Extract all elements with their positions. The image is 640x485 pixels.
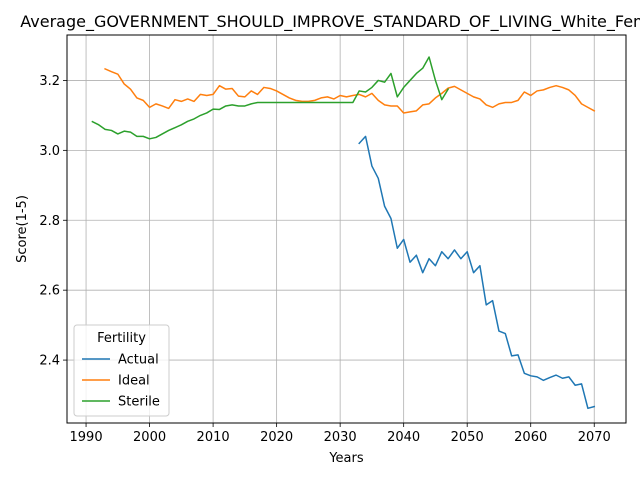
x-tick-label: 2010	[197, 430, 230, 445]
series-line-actual	[358, 135, 596, 410]
y-tick-label: 2.4	[39, 354, 60, 369]
y-tick-label: 3.2	[39, 74, 60, 89]
legend-box	[73, 324, 170, 417]
legend-entries: Actual Ideal Sterile	[82, 353, 160, 410]
x-tick-label: 2020	[260, 430, 293, 445]
x-tick-label: 2040	[387, 430, 420, 445]
series-line-sterile	[91, 56, 450, 140]
x-axis-label: Years	[328, 451, 364, 466]
grid	[67, 35, 626, 423]
legend: Fertility Actual Ideal Sterile	[73, 324, 170, 417]
x-tick-label: 2070	[578, 430, 611, 445]
y-tick-label: 3.0	[39, 144, 60, 159]
chart-title: Average_GOVERNMENT_SHOULD_IMPROVE_STANDA…	[20, 12, 640, 32]
legend-label-sterile: Sterile	[118, 395, 160, 410]
plot-area-frame	[66, 34, 627, 424]
legend-label-actual: Actual	[118, 353, 159, 368]
axis-ticks: 1990 2000 2010 2020 2030 2040 2050 2060 2070 2.4 2…	[39, 74, 610, 445]
legend-label-ideal: Ideal	[118, 374, 150, 389]
x-tick-label: 2030	[324, 430, 357, 445]
x-tick-label: 2060	[514, 430, 547, 445]
legend-title: Fertility	[97, 331, 146, 346]
series-line-ideal	[104, 67, 596, 114]
series-group	[91, 56, 596, 410]
x-tick-label: 2050	[451, 430, 484, 445]
y-tick-label: 2.8	[39, 214, 60, 229]
y-axis-label: Score(1-5)	[15, 195, 30, 263]
x-tick-label: 2000	[133, 430, 166, 445]
y-tick-label: 2.6	[39, 284, 60, 299]
x-tick-label: 1990	[70, 430, 103, 445]
